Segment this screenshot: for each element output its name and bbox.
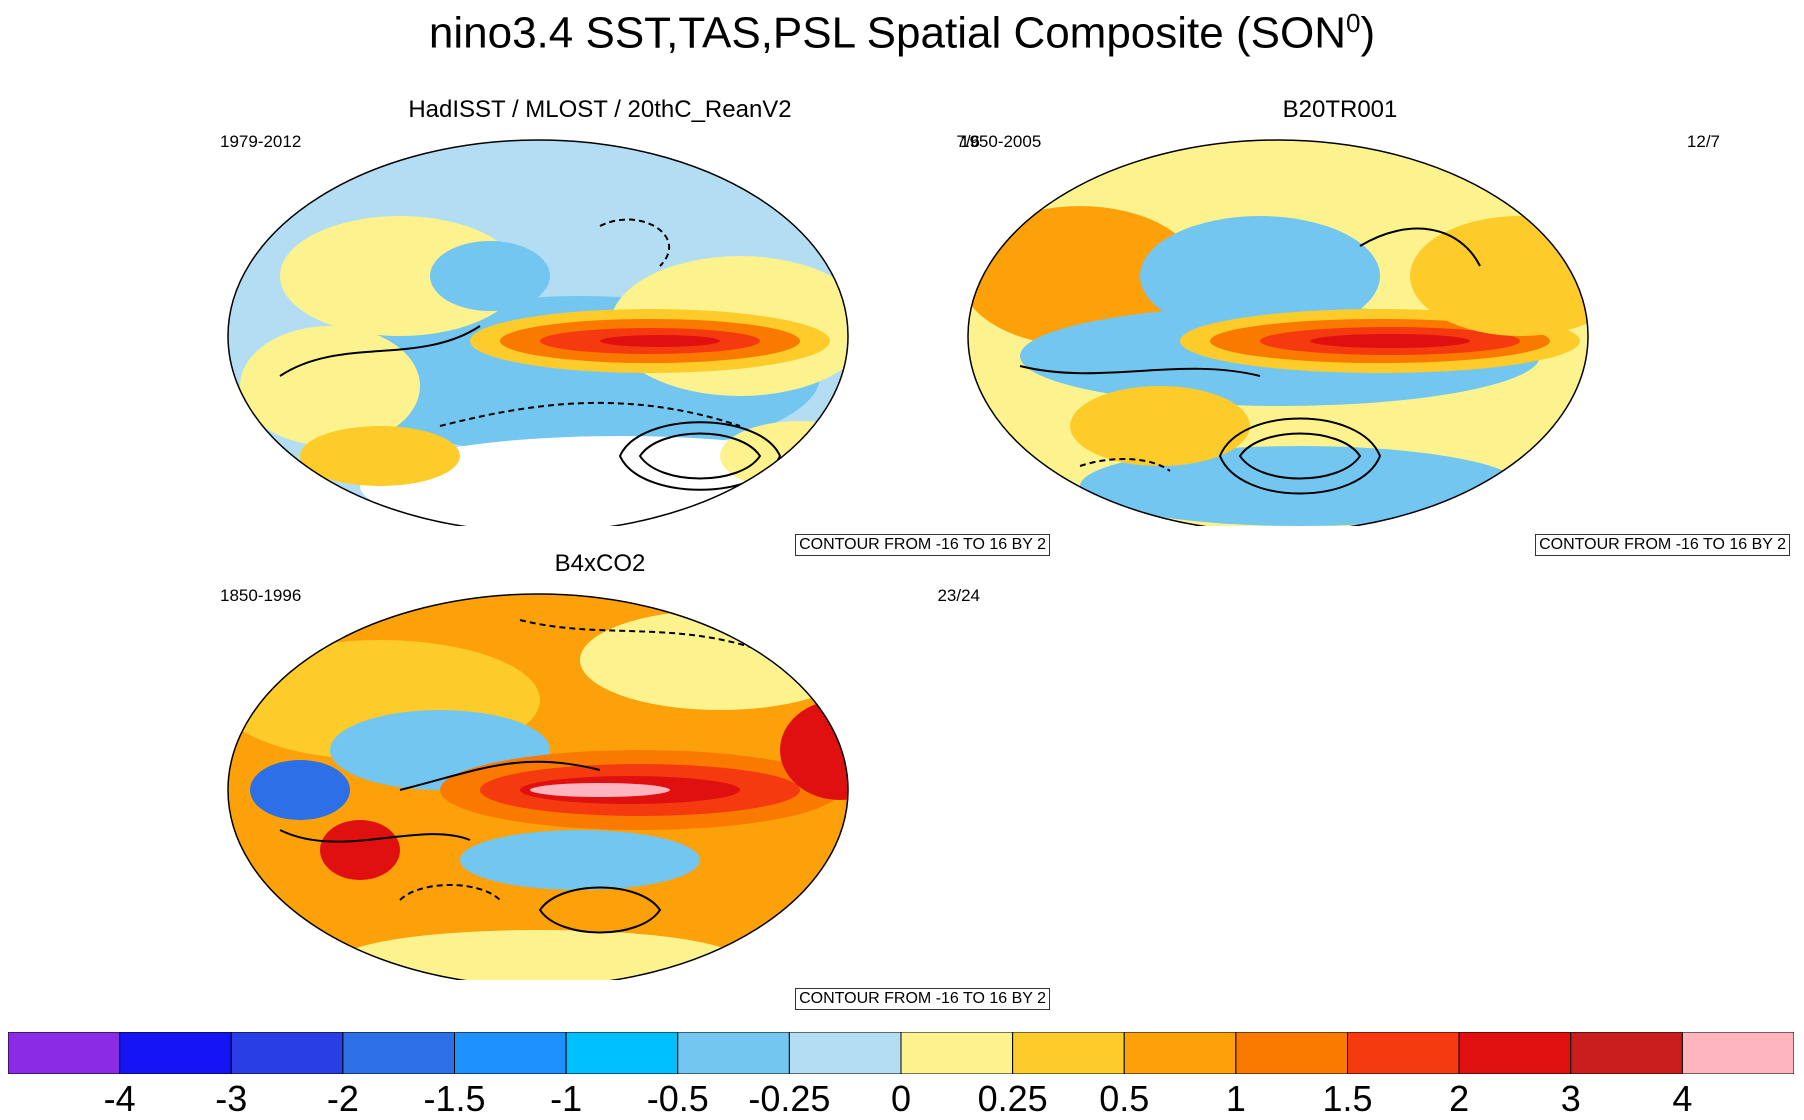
figure-title: nino3.4 SST,TAS,PSL Spatial Composite (S… bbox=[0, 8, 1804, 59]
colorbar-swatch bbox=[119, 1032, 232, 1074]
colorbar-label: 0 bbox=[890, 1078, 912, 1119]
colorbar-swatch bbox=[1570, 1032, 1683, 1074]
colorbar-swatch bbox=[230, 1032, 344, 1074]
panel-observations: HadISST / MLOST / 20thC_ReanV2 1979-2012… bbox=[220, 96, 1050, 556]
colorbar-label: 1.5 bbox=[1322, 1078, 1373, 1119]
panel-years: 1850-1996 bbox=[220, 586, 302, 605]
world-map-icon bbox=[227, 139, 849, 526]
colorbar-labels: -4 -3 -2 -1.5 -1 -0.5 -0.25 0 0.25 0.5 1 1.5 2 3 4 bbox=[0, 1078, 1804, 1119]
colorbar-swatch bbox=[8, 1032, 121, 1074]
colorbar-label: 2 bbox=[1449, 1078, 1470, 1119]
colorbar-swatch bbox=[677, 1032, 790, 1074]
colorbar-label: -0.25 bbox=[748, 1078, 831, 1119]
panel-count: 12/7 bbox=[1686, 132, 1720, 151]
colorbar-swatch bbox=[1012, 1032, 1125, 1074]
panel-b4xco2: B4xCO2 1850-1996 23/24 CONTOUR FROM -16 … bbox=[220, 550, 1050, 1010]
colorbar-label: -1 bbox=[550, 1078, 583, 1119]
panel-count: 7/6 bbox=[956, 132, 980, 151]
colorbar-swatch bbox=[342, 1032, 456, 1074]
panel-title: B4xCO2 bbox=[554, 550, 646, 577]
colorbar-label: 0.25 bbox=[977, 1078, 1048, 1119]
colorbar-label: -4 bbox=[103, 1078, 136, 1119]
colorbar-label: 4 bbox=[1672, 1078, 1693, 1119]
panel-count: 23/24 bbox=[937, 586, 980, 605]
colorbar-swatch bbox=[1235, 1032, 1349, 1074]
panel-years: 1979-2012 bbox=[220, 132, 302, 151]
colorbar-swatch bbox=[1123, 1032, 1237, 1074]
colorbar-swatch bbox=[454, 1032, 567, 1074]
figure-title-close: ) bbox=[1360, 8, 1376, 58]
colorbar-swatch bbox=[565, 1032, 679, 1074]
colorbar-swatch bbox=[1681, 1032, 1794, 1074]
panel-b20tr001: B20TR001 1950-2005 12/7 CONTOUR FROM -16… bbox=[960, 96, 1790, 556]
colorbar-label: -0.5 bbox=[646, 1078, 709, 1119]
colorbar-label: -1.5 bbox=[423, 1078, 486, 1119]
colorbar-label: 0.5 bbox=[1099, 1078, 1150, 1119]
colorbar bbox=[8, 1032, 1794, 1074]
colorbar-swatch bbox=[788, 1032, 902, 1074]
figure-title-superscript: 0 bbox=[1345, 8, 1361, 38]
colorbar-label: -2 bbox=[326, 1078, 359, 1119]
contour-info-box: CONTOUR FROM -16 TO 16 BY 2 bbox=[1535, 534, 1790, 556]
colorbar-label: 3 bbox=[1560, 1078, 1581, 1119]
contour-info-box: CONTOUR FROM -16 TO 16 BY 2 bbox=[795, 988, 1050, 1010]
panel-title: HadISST / MLOST / 20thC_ReanV2 bbox=[408, 96, 792, 123]
panel-title: B20TR001 bbox=[1282, 96, 1398, 123]
colorbar-swatch bbox=[1347, 1032, 1460, 1074]
world-map-icon bbox=[967, 139, 1589, 526]
colorbar-swatch bbox=[900, 1032, 1014, 1074]
world-map-icon bbox=[227, 593, 849, 980]
panel-years: 1950-2005 bbox=[960, 132, 1042, 151]
contour-info-box: CONTOUR FROM -16 TO 16 BY 2 bbox=[795, 534, 1050, 556]
colorbar-swatch bbox=[1458, 1032, 1572, 1074]
figure-title-text: nino3.4 SST,TAS,PSL Spatial Composite (S… bbox=[428, 8, 1346, 58]
colorbar-label: -3 bbox=[215, 1078, 248, 1119]
colorbar-label: 1 bbox=[1225, 1078, 1246, 1119]
